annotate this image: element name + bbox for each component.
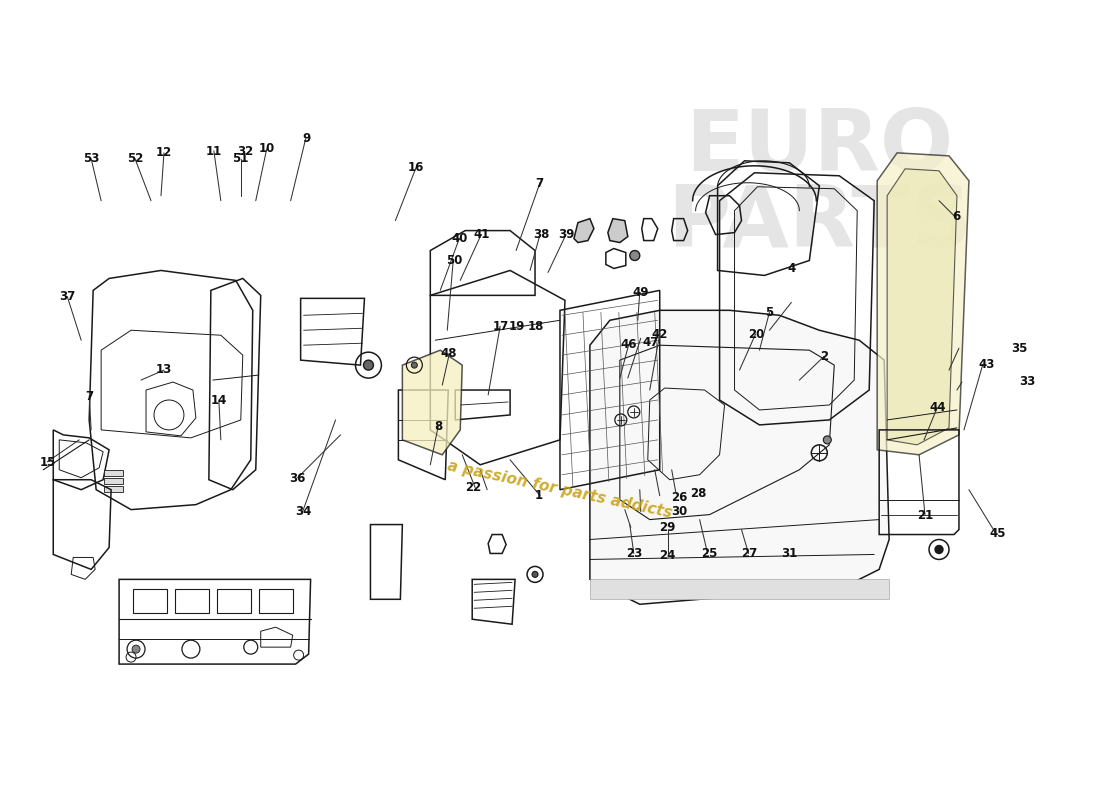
Text: 18: 18	[528, 320, 543, 333]
Text: 6: 6	[952, 210, 960, 223]
Text: 46: 46	[620, 338, 637, 350]
Polygon shape	[590, 579, 889, 599]
Text: 19: 19	[509, 320, 526, 333]
Polygon shape	[887, 169, 957, 445]
Polygon shape	[104, 470, 123, 476]
Text: 52: 52	[128, 152, 143, 165]
Text: 33: 33	[1020, 375, 1035, 388]
Text: 11: 11	[206, 145, 222, 158]
Text: 17: 17	[493, 320, 508, 333]
Text: 4: 4	[788, 262, 795, 275]
Text: 20: 20	[748, 328, 764, 341]
Text: 27: 27	[741, 547, 758, 560]
Text: 35: 35	[1011, 342, 1027, 354]
Text: 53: 53	[84, 152, 99, 165]
Polygon shape	[104, 478, 123, 484]
Text: 49: 49	[632, 286, 649, 299]
Circle shape	[532, 571, 538, 578]
Polygon shape	[574, 218, 594, 242]
Text: 10: 10	[258, 142, 275, 155]
Circle shape	[630, 250, 640, 261]
Text: 22: 22	[465, 481, 482, 494]
Text: a passion for parts addicts: a passion for parts addicts	[447, 458, 674, 521]
Polygon shape	[590, 310, 889, 604]
Circle shape	[935, 546, 943, 554]
Text: 30: 30	[671, 505, 688, 518]
Text: 48: 48	[441, 347, 458, 360]
Text: 16: 16	[408, 161, 425, 174]
Text: 28: 28	[690, 486, 706, 500]
Text: 14: 14	[210, 394, 227, 406]
Text: 9: 9	[302, 132, 310, 145]
Text: 8: 8	[434, 420, 442, 433]
Circle shape	[411, 362, 417, 368]
Circle shape	[363, 360, 373, 370]
Text: EURO
PARTS: EURO PARTS	[667, 106, 971, 266]
Polygon shape	[877, 153, 969, 455]
Polygon shape	[104, 486, 123, 492]
Text: 5: 5	[766, 306, 773, 319]
Text: 40: 40	[452, 232, 469, 245]
Text: 51: 51	[232, 152, 249, 165]
Circle shape	[132, 645, 140, 653]
Text: 45: 45	[989, 527, 1005, 541]
Text: 37: 37	[59, 290, 75, 303]
Text: 2: 2	[821, 350, 828, 362]
Text: 41: 41	[474, 229, 491, 242]
Text: 29: 29	[659, 521, 675, 534]
Polygon shape	[403, 350, 462, 455]
Text: 50: 50	[447, 254, 463, 267]
Text: 12: 12	[156, 146, 172, 159]
Text: 13: 13	[156, 363, 172, 376]
Text: 1: 1	[535, 489, 543, 502]
Text: 36: 36	[289, 472, 306, 485]
Text: 42: 42	[651, 328, 668, 341]
Text: 39: 39	[559, 229, 574, 242]
Circle shape	[823, 436, 832, 444]
Text: 38: 38	[534, 229, 549, 242]
Text: 44: 44	[930, 402, 946, 414]
Text: 23: 23	[626, 547, 642, 560]
Text: 7: 7	[535, 177, 543, 190]
Text: 25: 25	[701, 547, 717, 560]
Text: 34: 34	[295, 505, 311, 518]
Text: 32: 32	[236, 145, 253, 158]
Polygon shape	[608, 218, 628, 242]
Text: 43: 43	[979, 358, 994, 370]
Text: 15: 15	[40, 456, 56, 469]
Text: 26: 26	[671, 490, 688, 504]
Text: 47: 47	[642, 336, 659, 349]
Text: 31: 31	[781, 547, 798, 560]
Text: 24: 24	[659, 549, 675, 562]
Text: 21: 21	[917, 509, 934, 522]
Text: 7: 7	[85, 390, 94, 402]
